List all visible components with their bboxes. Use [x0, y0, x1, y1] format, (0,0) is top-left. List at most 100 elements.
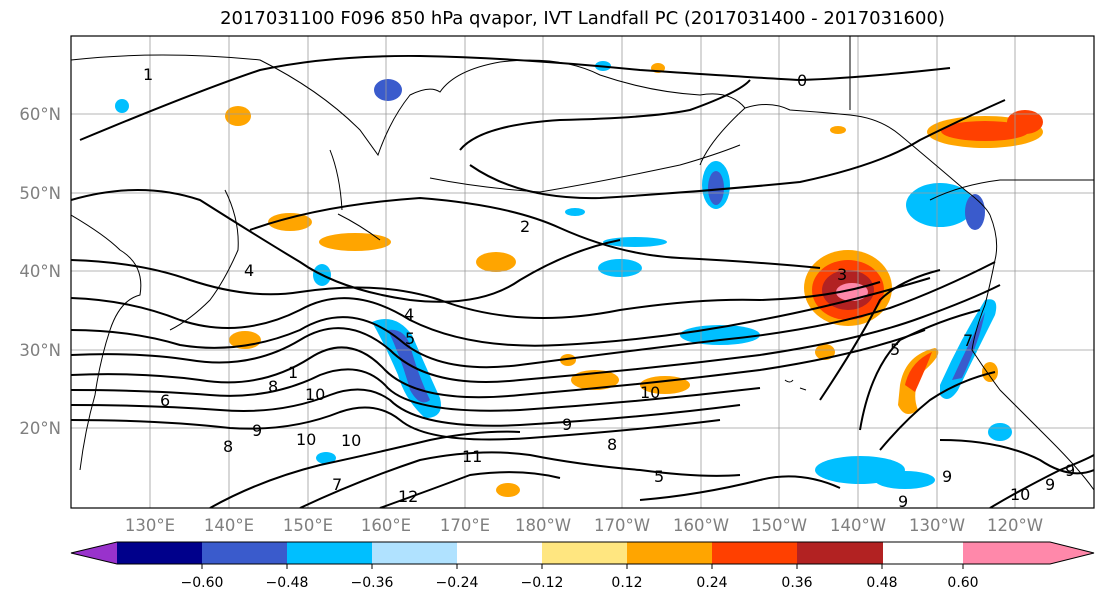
longitude-labels: 130°E 140°E 150°E 160°E 170°E 180°W 170°…: [125, 516, 1043, 535]
contour-line: [639, 475, 841, 501]
contour-lines: [71, 54, 1094, 508]
lon-label: 120°W: [987, 516, 1043, 535]
warm-patch: [496, 483, 520, 497]
colorbar-tick-label: 0.24: [696, 575, 727, 591]
colorbar-tick-label: 0.48: [866, 575, 897, 591]
cold-patch: [374, 79, 402, 101]
contour-value-label: 7: [332, 475, 342, 494]
contour-value-label: 6: [160, 391, 170, 410]
warm-patch: [1007, 110, 1043, 134]
negative-anomaly-patches: [115, 61, 1012, 489]
contour-line: [989, 454, 1094, 508]
contour-value-label: 1: [288, 363, 298, 382]
contour-value-label: 5: [890, 340, 900, 359]
contour-line: [71, 259, 881, 319]
coastlines: [71, 36, 1094, 491]
warm-patch: [560, 354, 576, 366]
contour-value-label: 10: [640, 383, 660, 402]
contour-value-label: 0: [797, 71, 807, 90]
cold-patch: [965, 194, 985, 230]
contour-line: [859, 309, 981, 431]
contour-value-label: 8: [223, 437, 233, 456]
colorbar-segment: [542, 542, 628, 564]
contour-value-labels: 0 2 1 3 4 5 6 8 8 9 10 10 10 10 11 12 1 …: [143, 65, 1075, 511]
lat-label: 40°N: [19, 262, 61, 281]
lon-label: 150°E: [283, 516, 333, 535]
colorbar-tick-label: −0.48: [266, 575, 309, 591]
contour-value-label: 11: [462, 447, 482, 466]
contour-value-label: 10: [305, 385, 325, 404]
lat-label: 50°N: [19, 184, 61, 203]
contour-value-label: 10: [296, 430, 316, 449]
warm-patch: [815, 344, 835, 360]
lon-label: 170°W: [594, 516, 650, 535]
lat-label: 20°N: [19, 419, 61, 438]
graticule: [71, 36, 1094, 508]
warm-patch: [476, 252, 516, 272]
coastline-aleutian: [429, 144, 741, 193]
warm-patch: [225, 106, 251, 126]
map-frame: [70, 35, 1095, 509]
lon-label: 130°W: [909, 516, 965, 535]
contour-value-label: 9: [942, 467, 952, 486]
lon-label: 180°W: [515, 516, 571, 535]
cold-patch: [708, 171, 724, 205]
warm-patch: [268, 213, 312, 231]
contour-line: [71, 189, 621, 303]
cold-patch: [598, 259, 642, 277]
cold-patch: [875, 471, 935, 489]
lon-label: 160°W: [673, 516, 729, 535]
lon-label: 150°W: [751, 516, 807, 535]
colorbar-tick-label: 0.36: [781, 575, 812, 591]
contour-value-label: 8: [268, 377, 278, 396]
map-title: 2017031100 F096 850 hPa qvapor, IVT Land…: [220, 8, 945, 29]
cold-patch: [388, 329, 430, 403]
coastline-japan: [169, 189, 239, 331]
contour-value-label: 10: [341, 431, 361, 450]
colorbar-tick-label: −0.60: [181, 575, 224, 591]
warm-patch: [982, 362, 998, 382]
contour-line: [879, 371, 996, 451]
lon-label: 170°E: [440, 516, 490, 535]
contour-value-label: 1: [143, 65, 153, 84]
contour-line: [71, 406, 721, 441]
contour-value-label: 7: [963, 331, 973, 350]
latitude-labels: 60°N 50°N 40°N 30°N 20°N: [19, 105, 61, 438]
contour-line: [71, 277, 931, 347]
warm-patch: [941, 121, 1029, 141]
contour-line: [819, 269, 941, 401]
contour-line: [71, 368, 761, 412]
colorbar-tick-label: −0.36: [351, 575, 394, 591]
cold-patch: [565, 208, 585, 216]
coastline-sakhalin: [329, 149, 343, 211]
colorbar: −0.60 −0.48 −0.36 −0.24 −0.12 0.12 0.24 …: [70, 541, 1095, 591]
cold-patch: [115, 99, 129, 113]
contour-value-label: 4: [244, 261, 254, 280]
lon-label: 130°E: [125, 516, 175, 535]
lon-label: 160°E: [361, 516, 411, 535]
colorbar-segment: [797, 542, 883, 564]
contour-line: [469, 99, 1006, 200]
colorbar-segment: [117, 542, 203, 564]
map-plot-area: 0 2 1 3 4 5 6 8 8 9 10 10 10 10 11 12 1 …: [71, 36, 1094, 511]
lon-label: 140°W: [830, 516, 886, 535]
cold-patch: [316, 452, 336, 464]
colorbar-segment: [712, 542, 798, 564]
contour-line: [459, 79, 751, 151]
contour-value-label: 9: [898, 492, 908, 511]
contour-line: [209, 430, 521, 508]
contour-value-label: 9: [562, 415, 572, 434]
contour-line: [249, 196, 821, 269]
colorbar-tick-label: 0.12: [611, 575, 642, 591]
contour-line: [71, 261, 996, 369]
lon-label: 140°E: [204, 516, 254, 535]
colorbar-segment: [457, 542, 543, 564]
contour-value-label: 9: [1045, 475, 1055, 494]
contour-value-label: 9: [252, 421, 262, 440]
colorbar-ticks: [201, 564, 964, 569]
colorbar-extend-high: [963, 542, 1094, 564]
contour-value-label: 5: [654, 467, 664, 486]
contour-line: [379, 471, 561, 508]
colorbar-tick-label: −0.12: [521, 575, 564, 591]
contour-line: [939, 439, 1094, 475]
